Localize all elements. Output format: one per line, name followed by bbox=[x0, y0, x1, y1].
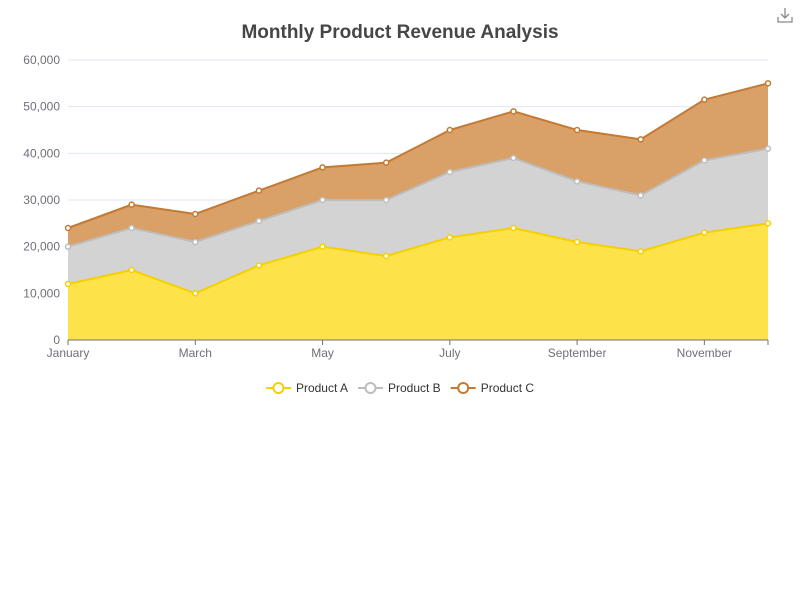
x-tick-label: September bbox=[548, 346, 607, 360]
y-tick-label: 30,000 bbox=[23, 193, 60, 207]
data-point[interactable] bbox=[255, 262, 263, 269]
data-point[interactable] bbox=[64, 243, 72, 250]
line-product-c bbox=[67, 82, 769, 229]
data-point[interactable] bbox=[446, 126, 454, 134]
area-product-c[interactable] bbox=[68, 83, 768, 247]
data-point[interactable] bbox=[319, 243, 326, 250]
data-point[interactable] bbox=[128, 266, 135, 274]
y-tick-label: 20,000 bbox=[23, 240, 60, 254]
x-axis bbox=[67, 339, 769, 345]
data-point[interactable] bbox=[573, 238, 581, 246]
data-point[interactable] bbox=[255, 217, 263, 225]
legend-label: Product B bbox=[388, 381, 441, 395]
legend[interactable]: Product A Product B Product C bbox=[265, 381, 535, 395]
data-point[interactable] bbox=[764, 145, 772, 152]
x-tick-label: January bbox=[47, 346, 90, 360]
data-point[interactable] bbox=[637, 136, 644, 143]
x-tick-label: March bbox=[179, 346, 212, 360]
download-icon[interactable] bbox=[776, 6, 794, 24]
point-layer bbox=[64, 80, 772, 297]
data-point[interactable] bbox=[128, 201, 135, 208]
x-tick-label: November bbox=[677, 346, 732, 360]
data-point[interactable] bbox=[192, 290, 199, 297]
data-point[interactable] bbox=[701, 157, 708, 164]
data-point[interactable] bbox=[64, 224, 72, 232]
data-point[interactable] bbox=[192, 210, 199, 218]
data-point[interactable] bbox=[255, 187, 263, 194]
data-point[interactable] bbox=[128, 224, 135, 232]
legend-label: Product A bbox=[296, 381, 348, 395]
data-point[interactable] bbox=[573, 178, 581, 185]
y-tick-label: 40,000 bbox=[23, 146, 60, 160]
data-point[interactable] bbox=[573, 126, 581, 134]
data-point[interactable] bbox=[510, 154, 517, 162]
data-point[interactable] bbox=[510, 224, 517, 232]
data-point[interactable] bbox=[510, 108, 517, 115]
data-point[interactable] bbox=[764, 80, 772, 87]
data-point[interactable] bbox=[319, 196, 326, 204]
legend-item-product-a[interactable]: Product A bbox=[265, 381, 348, 395]
data-point[interactable] bbox=[446, 234, 454, 241]
y-tick-label: 0 bbox=[53, 333, 60, 347]
data-point[interactable] bbox=[192, 238, 199, 246]
legend-label: Product C bbox=[481, 381, 535, 395]
y-tick-label: 10,000 bbox=[23, 286, 60, 300]
chart-title: Monthly Product Revenue Analysis bbox=[241, 22, 558, 43]
x-tick-label: May bbox=[311, 346, 334, 360]
legend-item-product-c[interactable]: Product C bbox=[450, 381, 535, 395]
x-axis-ticks: January March May July September November bbox=[47, 346, 732, 360]
line-product-b bbox=[67, 147, 769, 248]
legend-marker bbox=[272, 382, 285, 394]
data-point[interactable] bbox=[64, 280, 72, 288]
x-tick-label: July bbox=[439, 346, 460, 360]
line-layer bbox=[67, 82, 769, 295]
line-product-a bbox=[67, 222, 769, 295]
data-point[interactable] bbox=[382, 196, 390, 204]
data-point[interactable] bbox=[701, 96, 708, 103]
data-point[interactable] bbox=[764, 220, 772, 227]
legend-marker bbox=[364, 382, 377, 394]
data-point[interactable] bbox=[319, 164, 326, 171]
data-point[interactable] bbox=[446, 168, 454, 176]
y-tick-label: 50,000 bbox=[23, 100, 60, 114]
legend-marker bbox=[457, 382, 470, 394]
area-product-a[interactable] bbox=[68, 223, 768, 340]
data-point[interactable] bbox=[382, 252, 390, 260]
y-tick-label: 60,000 bbox=[23, 53, 60, 67]
data-point[interactable] bbox=[382, 159, 390, 166]
data-point[interactable] bbox=[701, 229, 708, 236]
y-axis-ticks: 0 10,000 20,000 30,000 40,000 50,000 60,000 bbox=[23, 53, 60, 347]
legend-item-product-b[interactable]: Product B bbox=[357, 381, 441, 395]
data-point[interactable] bbox=[637, 192, 644, 199]
data-point[interactable] bbox=[637, 248, 644, 255]
